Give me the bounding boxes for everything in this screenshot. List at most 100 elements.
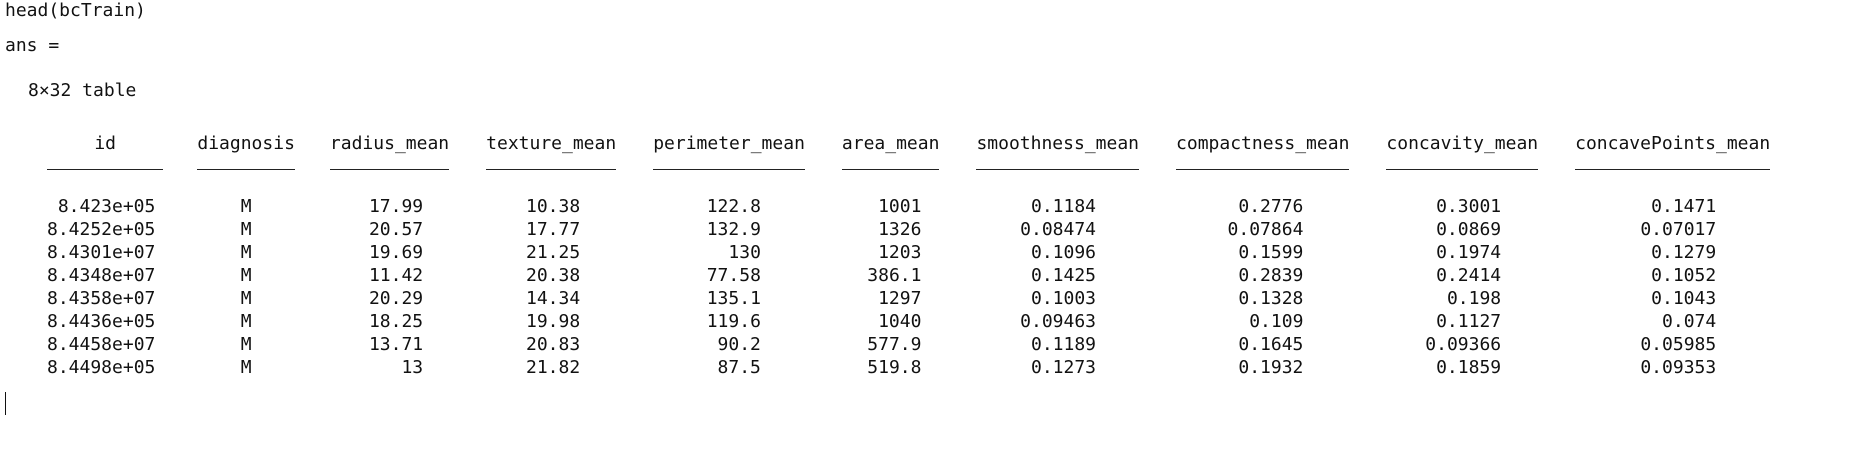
table-cell: 1203 xyxy=(878,242,922,263)
table-cell: 0.1974 xyxy=(1436,242,1502,263)
table-cell: 0.1189 xyxy=(1030,334,1097,355)
table-cell: 0.0869 xyxy=(1436,219,1502,240)
table-cell: 11.42 xyxy=(368,265,424,286)
table-cell: 0.1279 xyxy=(1651,242,1717,263)
table-cell: 8.4252e+05 xyxy=(47,219,156,240)
table-cell: 8.423e+05 xyxy=(57,196,156,217)
table-row: 8.423e+05 M 17.99 10.38 122.8 1001 0.1184 0.277… xyxy=(0,195,1770,218)
table-body: 8.423e+05 M 17.99 10.38 122.8 1001 0.1184 0.277… xyxy=(0,195,1770,379)
table-cell: 0.3001 xyxy=(1436,196,1502,217)
column-header: concavePoints_mean xyxy=(1575,133,1771,154)
header-underline xyxy=(1176,169,1350,170)
table-cell: 0.1096 xyxy=(1030,242,1097,263)
column-header: area_mean xyxy=(841,133,940,154)
header-underline xyxy=(47,169,164,170)
table-cell: 19.69 xyxy=(368,242,424,263)
table-cell: 13 xyxy=(401,357,424,378)
table-cell: 386.1 xyxy=(867,265,922,286)
table-cell: 0.07864 xyxy=(1227,219,1304,240)
table-cell: 0.1859 xyxy=(1436,357,1502,378)
table-cell: 1326 xyxy=(878,219,922,240)
header-underline xyxy=(486,169,617,170)
table-row: 8.4358e+07 M 20.29 14.34 135.1 1297 0.1003 0.13… xyxy=(0,287,1770,310)
table-cell: 130 xyxy=(728,242,761,263)
table-cell: 122.8 xyxy=(706,196,761,217)
table-cell: 0.1273 xyxy=(1030,357,1097,378)
table-cell: 20.57 xyxy=(368,219,424,240)
table-cell: 8.4301e+07 xyxy=(47,242,156,263)
table-cell: 13.71 xyxy=(368,334,424,355)
table-cell: 0.074 xyxy=(1662,311,1717,332)
table-cell: 132.9 xyxy=(706,219,761,240)
table-cell: 8.4436e+05 xyxy=(47,311,156,332)
header-underline xyxy=(329,169,450,170)
table-cell: 0.09463 xyxy=(1020,311,1097,332)
table-cell: 0.1052 xyxy=(1651,265,1717,286)
table-cell: 77.58 xyxy=(706,265,761,286)
column-header: texture_mean xyxy=(486,133,617,154)
header-underline xyxy=(841,169,940,170)
table-row: 8.4458e+07 M 13.71 20.83 90.2 577.9 0.1189 0.16… xyxy=(0,333,1770,356)
table-cell: 0.05985 xyxy=(1640,334,1717,355)
table-cell: 20.38 xyxy=(526,265,581,286)
column-header: radius_mean xyxy=(329,133,450,154)
table-cell: 0.1184 xyxy=(1030,196,1097,217)
table-cell: 20.29 xyxy=(368,288,424,309)
table-cell: 18.25 xyxy=(368,311,424,332)
table-cell: 0.1471 xyxy=(1651,196,1717,217)
table-cell: 19.98 xyxy=(526,311,581,332)
table-cell: 0.2776 xyxy=(1238,196,1304,217)
table-row: 8.4301e+07 M 19.69 21.25 130 1203 0.1096 0.1599… xyxy=(0,241,1770,264)
table-cell: 577.9 xyxy=(867,334,922,355)
table-cell: 519.8 xyxy=(867,357,922,378)
table-cell: 0.2414 xyxy=(1436,265,1502,286)
header-underline-row xyxy=(0,163,1771,195)
table-cell: 0.1932 xyxy=(1238,357,1304,378)
table-cell: 17.77 xyxy=(526,219,581,240)
column-header: smoothness_mean xyxy=(976,133,1140,154)
table-cell: 17.99 xyxy=(368,196,424,217)
table-cell: 135.1 xyxy=(706,288,761,309)
table-cell: 0.09366 xyxy=(1425,334,1502,355)
table-cell: 0.1645 xyxy=(1238,334,1304,355)
header-underline xyxy=(197,169,295,170)
table-cell: 21.25 xyxy=(526,242,581,263)
table-cell: 1001 xyxy=(878,196,922,217)
table-header-row: id diagnosis radius_mean texture_mean pe… xyxy=(0,133,1770,163)
table-cell: M xyxy=(240,196,252,217)
table-cell: 0.198 xyxy=(1446,288,1502,309)
column-header: perimeter_mean xyxy=(653,133,805,154)
data-table: id diagnosis radius_mean texture_mean pe… xyxy=(0,133,1771,379)
table-cell: 8.4348e+07 xyxy=(47,265,156,286)
table-cell: 14.34 xyxy=(526,288,581,309)
table-cell: 0.1127 xyxy=(1436,311,1502,332)
table-cell: 0.109 xyxy=(1249,311,1304,332)
table-cell: M xyxy=(240,288,252,309)
ans-label: ans = xyxy=(5,35,60,56)
table-cell: 8.4458e+07 xyxy=(47,334,156,355)
table-cell: 119.6 xyxy=(706,311,761,332)
column-header: concavity_mean xyxy=(1386,133,1539,154)
table-cell: 0.08474 xyxy=(1020,219,1097,240)
text-cursor[interactable] xyxy=(5,392,6,415)
table-cell: 0.1425 xyxy=(1030,265,1097,286)
header-underline xyxy=(1386,169,1539,170)
table-cell: 87.5 xyxy=(717,357,761,378)
table-cell: 1297 xyxy=(878,288,922,309)
table-cell: 1040 xyxy=(878,311,922,332)
table-cell: 21.82 xyxy=(526,357,581,378)
table-cell: 8.4358e+07 xyxy=(47,288,156,309)
table-row: 8.4498e+05 M 13 21.82 87.5 519.8 0.1273 0.1932 0… xyxy=(0,356,1770,379)
table-cell: M xyxy=(240,334,252,355)
header-underline xyxy=(653,169,805,170)
table-cell: 90.2 xyxy=(717,334,761,355)
column-header: id xyxy=(94,133,117,154)
table-cell: 0.09353 xyxy=(1640,357,1717,378)
table-cell: 0.1328 xyxy=(1238,288,1304,309)
column-header: compactness_mean xyxy=(1176,133,1350,154)
table-size-label: 8×32 table xyxy=(28,80,137,101)
table-cell: 20.83 xyxy=(526,334,581,355)
table-cell: 10.38 xyxy=(526,196,581,217)
table-cell: 0.07017 xyxy=(1640,219,1717,240)
table-cell: M xyxy=(240,242,252,263)
